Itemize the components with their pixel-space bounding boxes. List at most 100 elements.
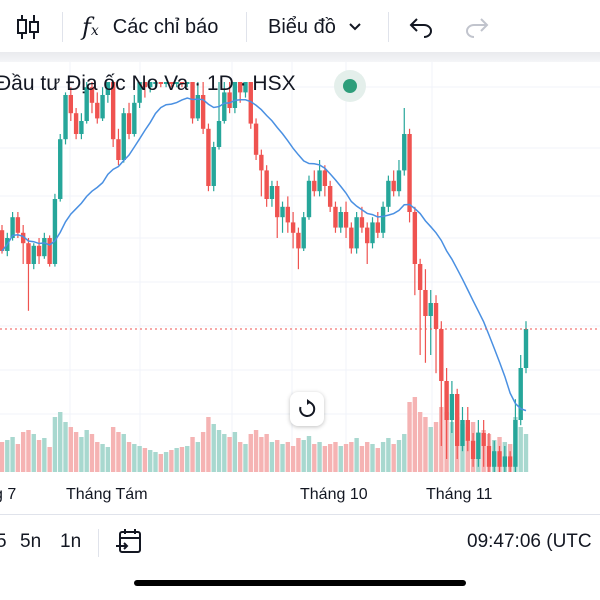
candle-body bbox=[105, 82, 111, 95]
candle-body bbox=[470, 440, 476, 459]
chart-pane[interactable] bbox=[0, 62, 600, 512]
volume-bar bbox=[248, 434, 253, 472]
volume-bar bbox=[132, 444, 137, 472]
candle-body bbox=[259, 154, 264, 171]
candle-body bbox=[423, 290, 428, 316]
candle-body bbox=[243, 82, 248, 93]
volume-bar bbox=[153, 452, 158, 472]
volume-bar bbox=[126, 442, 132, 472]
candle-body bbox=[116, 139, 121, 160]
volume-bar bbox=[31, 434, 36, 472]
volume-bar bbox=[105, 447, 111, 472]
candle-body bbox=[349, 227, 354, 249]
chart-type-button[interactable]: Biểu đồ bbox=[268, 0, 362, 54]
candle-body bbox=[386, 180, 391, 207]
candle-body bbox=[31, 245, 36, 264]
price-chart[interactable] bbox=[0, 62, 600, 512]
candle-body bbox=[275, 186, 280, 218]
volume-bar bbox=[380, 442, 386, 472]
candle-body bbox=[312, 180, 317, 192]
undo-icon[interactable] bbox=[408, 0, 434, 54]
time-axis[interactable]: g 7 Tháng Tám Tháng 10 Tháng 11 bbox=[0, 476, 600, 512]
volume-bar bbox=[169, 450, 174, 472]
candle-body bbox=[402, 134, 407, 171]
candle-body bbox=[95, 102, 100, 119]
volume-bar bbox=[317, 442, 322, 472]
volume-bar bbox=[116, 432, 121, 472]
volume-bar bbox=[312, 444, 317, 472]
candle-body bbox=[507, 456, 513, 467]
volume-bar bbox=[327, 444, 333, 472]
volume-bar bbox=[375, 448, 380, 472]
volume-bar bbox=[370, 444, 375, 472]
volume-bar bbox=[322, 446, 328, 472]
market-status-indicator[interactable] bbox=[334, 70, 366, 102]
volume-bar bbox=[58, 412, 63, 472]
volume-bar bbox=[15, 444, 21, 472]
candle-body bbox=[158, 82, 163, 84]
candle-body bbox=[222, 92, 227, 121]
top-toolbar: fx Các chỉ báo Biểu đồ bbox=[0, 0, 600, 54]
candle-body bbox=[110, 82, 116, 140]
reset-chart-button[interactable] bbox=[290, 392, 324, 426]
candle-body bbox=[121, 113, 126, 160]
timezone-time[interactable]: 09:47:06 (UTC bbox=[467, 531, 592, 552]
moving-average-line bbox=[1, 97, 527, 412]
candle-body bbox=[359, 217, 365, 228]
redo-icon[interactable] bbox=[464, 0, 490, 54]
volume-bar bbox=[518, 427, 523, 472]
volume-bar bbox=[243, 444, 248, 472]
volume-bar bbox=[190, 437, 195, 472]
candle-body bbox=[79, 121, 84, 134]
candle-body bbox=[486, 446, 492, 467]
volume-bar bbox=[148, 450, 153, 472]
bottom-divider bbox=[98, 529, 99, 557]
volume-bar bbox=[42, 438, 47, 472]
calendar-goto-icon[interactable] bbox=[114, 527, 144, 563]
candle-body bbox=[264, 170, 269, 199]
volume-bar bbox=[359, 446, 365, 472]
candle-body bbox=[211, 147, 216, 186]
range-button-1d[interactable]: 1n bbox=[60, 531, 82, 552]
candle-body bbox=[137, 82, 142, 103]
volume-bar bbox=[290, 446, 296, 472]
bottom-bar: 5 5n 1n 09:47:06 (UTC bbox=[0, 514, 600, 571]
candle-body bbox=[322, 170, 328, 186]
candle-body bbox=[20, 232, 26, 244]
volume-bar bbox=[0, 442, 5, 472]
candlestick-icon[interactable] bbox=[14, 0, 42, 54]
candle-body bbox=[375, 222, 380, 233]
indicators-button[interactable]: fx Các chỉ báo bbox=[82, 0, 218, 54]
candle-body bbox=[36, 245, 42, 257]
volume-bar bbox=[73, 432, 79, 472]
volume-bar bbox=[20, 432, 26, 472]
candle-body bbox=[407, 134, 412, 212]
volume-bar bbox=[301, 440, 306, 472]
volume-bar bbox=[52, 417, 58, 472]
range-button-5d[interactable]: 5n bbox=[20, 531, 42, 552]
candle-body bbox=[417, 264, 423, 290]
candle-body bbox=[63, 95, 68, 140]
candle-body bbox=[206, 128, 211, 186]
volume-bar bbox=[222, 434, 227, 472]
x-tick-label: Tháng 11 bbox=[426, 486, 493, 503]
candle-body bbox=[433, 303, 439, 329]
volume-bar bbox=[63, 422, 68, 472]
candle-body bbox=[476, 433, 481, 459]
candle-body bbox=[227, 92, 232, 108]
volume-bar bbox=[523, 434, 529, 472]
x-tick-label: Tháng Tám bbox=[66, 486, 148, 503]
candle-body bbox=[290, 222, 296, 233]
candle-body bbox=[142, 82, 148, 88]
candle-body bbox=[42, 238, 47, 257]
range-button-partial[interactable]: 5 bbox=[0, 531, 7, 552]
volume-bar bbox=[95, 442, 100, 472]
candle-body bbox=[444, 381, 449, 420]
symbol-legend-title[interactable]: Đầu tư Địa ốc No Va · 1D · HSX bbox=[0, 72, 296, 95]
candle-body bbox=[26, 243, 31, 264]
candle-body bbox=[285, 206, 291, 223]
candle-body bbox=[84, 87, 89, 121]
candle-body bbox=[185, 82, 190, 84]
candle-body bbox=[179, 82, 185, 84]
volume-bar bbox=[428, 427, 433, 472]
